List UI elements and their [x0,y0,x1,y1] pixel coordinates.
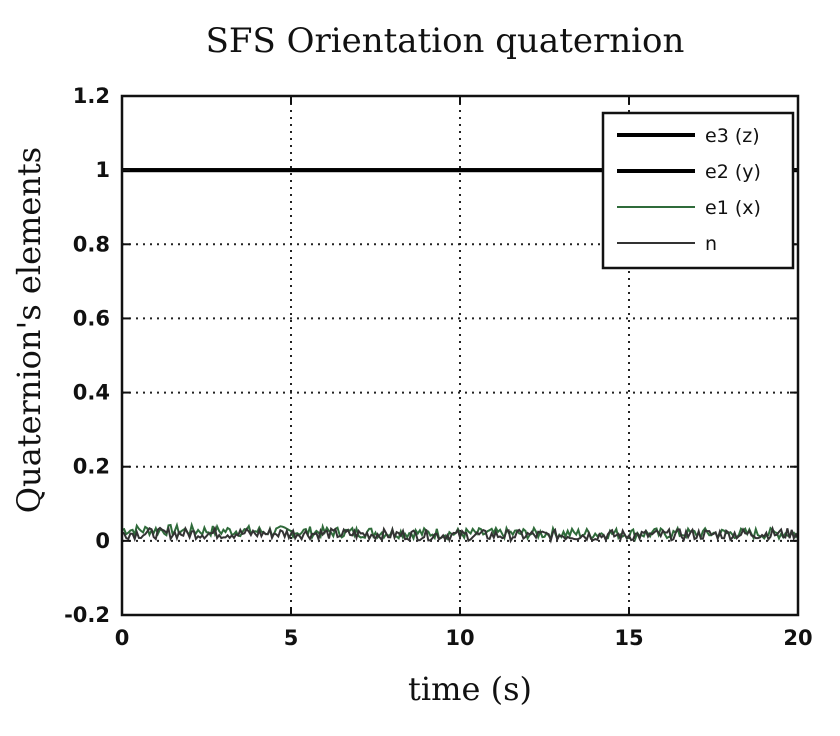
plot-area: 0 5 10 15 20-0.200.20.40.60.811.2e3 (z)e2 (y… [64,84,813,650]
y-tick-label: 1 [95,158,110,182]
y-axis-label: Quaternion's elements [10,147,48,513]
legend-label-3: n [705,233,717,255]
y-tick-label: 0.4 [73,381,110,405]
x-tick-label: 15 [614,626,643,650]
y-tick-label: 0.8 [73,232,110,256]
legend-label-1: e2 (y) [705,161,761,183]
series-line-3 [121,525,799,544]
y-tick-label: 1.2 [73,84,110,108]
x-tick-label: 20 [783,626,812,650]
y-tick-label: -0.2 [64,603,110,627]
x-tick-label: 10 [445,626,474,650]
y-tick-label: 0.6 [73,306,110,330]
x-tick-label: 0 [115,626,130,650]
y-tick-label: 0 [95,529,110,553]
chart-title: SFS Orientation quaternion [206,21,685,61]
y-tick-label: 0.2 [73,455,110,479]
legend-label-2: e1 (x) [705,197,761,219]
x-axis-label: time (s) [408,670,532,708]
legend-label-0: e3 (z) [705,125,760,147]
x-tick-label: 5 [284,626,299,650]
